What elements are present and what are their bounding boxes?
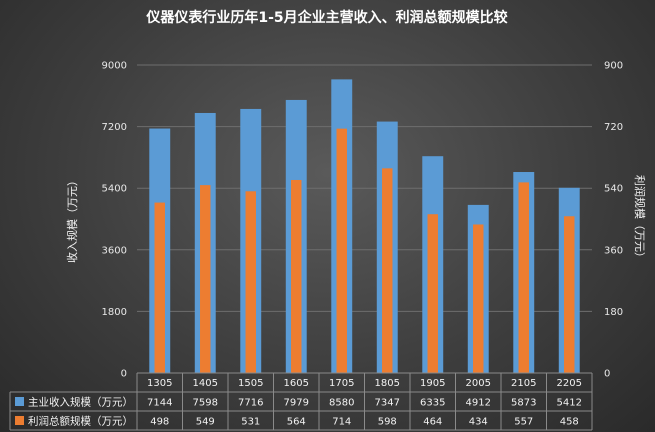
y-left-tick-label: 0 (121, 369, 127, 380)
profit-bar[interactable] (518, 182, 529, 373)
legend-key-revenue (15, 397, 24, 406)
legend-key-profit (15, 416, 24, 425)
profit-bar[interactable] (382, 168, 393, 373)
profit-data-label: 434 (469, 417, 488, 428)
y-right-tick-label: 900 (604, 61, 623, 72)
profit-data-label: 714 (332, 417, 351, 428)
x-category-label: 1705 (329, 378, 354, 389)
revenue-data-label: 7347 (375, 398, 400, 409)
profit-bar[interactable] (427, 214, 438, 373)
y-left-tick-label: 7200 (102, 122, 127, 133)
profit-bar[interactable] (154, 202, 165, 373)
legend-label-revenue: 主业收入规模（万元） (28, 396, 133, 409)
x-category-label: 2105 (511, 378, 536, 389)
revenue-data-label: 6335 (420, 398, 445, 409)
profit-bar[interactable] (564, 216, 575, 373)
revenue-data-label: 5873 (511, 398, 536, 409)
revenue-data-label: 8580 (329, 398, 354, 409)
profit-data-label: 464 (423, 417, 442, 428)
y-left-tick-label: 1800 (102, 307, 127, 318)
x-category-label: 1505 (238, 378, 263, 389)
profit-data-label: 498 (150, 417, 169, 428)
x-category-label: 2005 (466, 378, 491, 389)
y-left-tick-label: 5400 (102, 184, 127, 195)
revenue-data-label: 7598 (193, 398, 218, 409)
profit-bar[interactable] (336, 128, 347, 373)
y-right-axis-title: 利润规模（万元） (633, 175, 647, 263)
profit-data-label: 598 (378, 417, 397, 428)
y-right-tick-label: 540 (604, 184, 623, 195)
x-category-label: 1605 (284, 378, 309, 389)
profit-bar[interactable] (200, 185, 211, 373)
chart-title: 仪器仪表行业历年1-5月企业主营收入、利润总额规模比较 (145, 9, 507, 26)
x-category-label: 1305 (147, 378, 172, 389)
x-category-label: 1905 (420, 378, 445, 389)
revenue-data-label: 5412 (557, 398, 582, 409)
x-category-label: 1405 (193, 378, 218, 389)
y-left-tick-label: 3600 (102, 245, 127, 256)
revenue-data-label: 7144 (147, 398, 172, 409)
y-right-tick-label: 720 (604, 122, 623, 133)
profit-data-label: 458 (560, 417, 579, 428)
y-right-tick-label: 180 (604, 307, 623, 318)
revenue-data-label: 4912 (466, 398, 491, 409)
y-right-tick-label: 0 (604, 369, 610, 380)
y-left-axis-title: 收入规模（万元） (65, 175, 79, 263)
profit-bar[interactable] (291, 179, 302, 373)
profit-bar[interactable] (245, 191, 256, 373)
x-category-label: 2205 (557, 378, 582, 389)
profit-data-label: 564 (287, 417, 306, 428)
y-right-tick-label: 360 (604, 245, 623, 256)
profit-data-label: 557 (514, 417, 533, 428)
profit-data-label: 531 (241, 417, 260, 428)
legend-label-profit: 利润总额规模（万元） (28, 415, 133, 428)
x-category-label: 1805 (375, 378, 400, 389)
profit-bar[interactable] (473, 224, 484, 373)
profit-data-label: 549 (196, 417, 215, 428)
y-left-tick-label: 9000 (102, 61, 127, 72)
revenue-data-label: 7716 (238, 398, 263, 409)
revenue-data-label: 7979 (284, 398, 309, 409)
